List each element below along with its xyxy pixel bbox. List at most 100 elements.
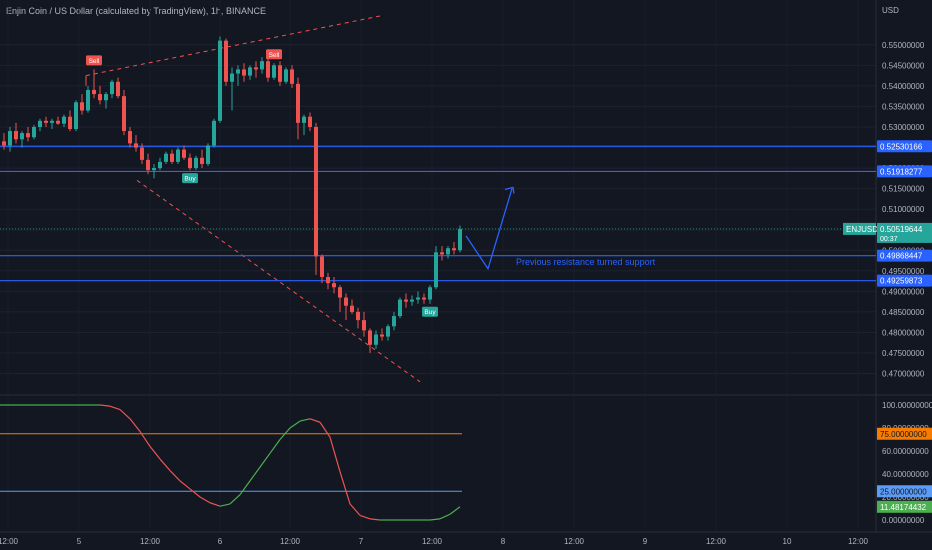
candle-body [284,69,288,82]
time-axis: 12:00 5 12:00 6 12:00 7 12:00 8 12:00 9 12:00 10 12:… [0,537,869,546]
candle-body [8,131,12,146]
candle-body [170,153,174,162]
osc-segment [279,427,291,440]
candle-body [410,299,414,302]
osc-segment [299,418,311,422]
osc-segment [369,518,381,521]
y-tick-label: 0.55000000 [882,41,925,50]
signals: Sell Sell Buy Buy [86,49,438,317]
osc-segment [139,431,151,447]
y-tick-label: 0.48000000 [882,328,925,337]
candle-body [374,334,378,345]
candle-body [32,126,36,138]
last-price-bg [877,222,932,243]
y-tick-label: 0.53000000 [882,123,925,132]
candle-body [260,61,264,70]
candle-body [176,149,180,162]
osc-segment [199,496,211,504]
osc-segment [239,480,251,496]
projection-arrowhead [504,186,515,194]
candle-body [194,157,198,169]
osc-segment [169,470,181,482]
candle-body [158,161,162,169]
candle-body [62,116,66,124]
y-tick-label: 0.49500000 [882,267,925,276]
oscillator-pane [0,404,462,521]
osc-segment [439,513,451,520]
candle-body [380,334,384,337]
osc-segment [109,405,121,411]
y-tick-label: 0.51500000 [882,185,925,194]
y-tick-label: 0.47500000 [882,349,925,358]
price-label: 0.52530166 [880,142,923,151]
candle-body [86,89,90,111]
lower-trendline [136,179,421,383]
candle-body [248,67,252,76]
osc-tick-label: 40.00000000 [882,470,929,479]
x-tick-label: 6 [218,537,223,546]
candle-body [296,83,300,123]
candle-body [356,311,360,321]
osc-segment [99,404,111,407]
candle-body [188,157,192,169]
sell-signal-label: Sell [269,52,280,59]
osc-tick-label: 60.00000000 [882,447,929,456]
candle-body [224,40,228,82]
candle-body [128,131,132,144]
osc-value-label-bg [877,500,932,513]
candle-body [404,299,408,302]
sell-signal-label: Sell [89,58,100,65]
candle-body [332,283,336,288]
candle-body [104,94,108,101]
candle-body [44,120,48,123]
candle-body [416,297,420,300]
osc-segment [249,466,261,482]
candle-body [20,133,24,140]
candle-body [56,120,60,124]
currency-label: USD [882,6,899,15]
candle-body [320,256,324,277]
osc-segment [159,458,171,471]
osc-segment [269,439,281,454]
x-tick-label: 12:00 [140,537,161,546]
osc-segment [309,418,321,423]
candle-body [116,81,120,97]
candle-body [392,316,396,327]
x-tick-label: 12:00 [848,537,869,546]
y-tick-label: 0.54500000 [882,61,925,70]
candle-body [182,149,186,158]
y-tick-label: 0.53500000 [882,102,925,111]
upper-trendline [85,15,381,77]
candle-body [452,248,456,251]
symbol-badge: ENJUSD [846,225,878,234]
y-tick-label: 0.49000000 [882,287,925,296]
x-tick-label: 9 [643,537,648,546]
osc-segment [129,418,141,432]
candle-body [230,73,234,82]
osc-tick-label: 100.00000000 [882,401,932,410]
projection-path [465,188,513,271]
osc-level-label-bg [877,485,932,498]
osc-level-label: 75.00000000 [880,430,927,439]
sell-signal-badge [266,49,282,60]
candle-body [164,153,168,162]
price-label: 0.49259873 [880,277,923,286]
buy-signal-label: Buy [424,309,436,316]
candle-body [242,69,246,76]
x-tick-label: 10 [783,537,792,546]
osc-segment [449,506,461,515]
candle-body [386,326,390,337]
candle-body [206,145,210,164]
x-tick-label: 12:00 [280,537,301,546]
price-label-bg [877,274,932,287]
x-tick-label: 8 [501,537,506,546]
trendlines [85,15,421,383]
buy-signal-badge [182,173,198,184]
candle-body [38,120,42,127]
candle-body [350,305,354,312]
candle-body [326,276,330,284]
symbol-badge-bg [843,222,876,235]
price-label-bg [877,249,932,262]
candle-body [302,116,306,123]
